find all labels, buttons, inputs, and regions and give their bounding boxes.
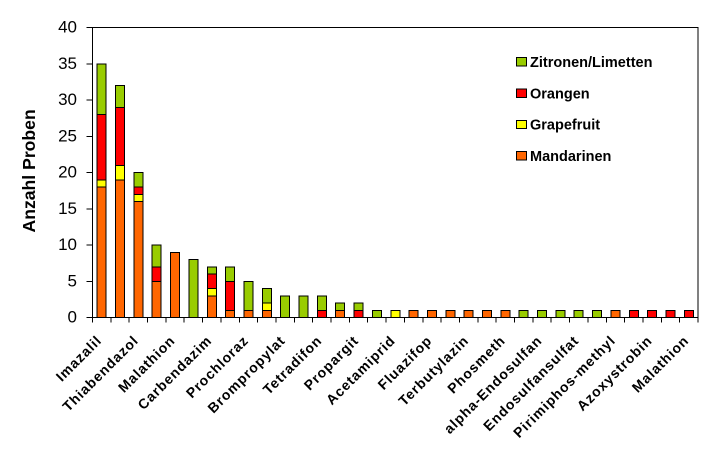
svg-text:25: 25 <box>58 126 77 145</box>
svg-text:20: 20 <box>58 163 77 182</box>
svg-text:Mandarinen: Mandarinen <box>530 149 611 165</box>
svg-text:Orangen: Orangen <box>530 86 590 102</box>
svg-text:5: 5 <box>68 271 77 290</box>
svg-text:15: 15 <box>58 199 77 218</box>
svg-text:Anzahl Proben: Anzahl Proben <box>19 109 39 232</box>
svg-text:35: 35 <box>58 54 77 73</box>
svg-text:30: 30 <box>58 90 77 109</box>
svg-text:0: 0 <box>68 308 77 327</box>
svg-text:10: 10 <box>58 235 77 254</box>
svg-text:Zitronen/Limetten: Zitronen/Limetten <box>530 55 652 71</box>
svg-text:Grapefruit: Grapefruit <box>530 118 600 134</box>
svg-text:40: 40 <box>58 18 77 37</box>
